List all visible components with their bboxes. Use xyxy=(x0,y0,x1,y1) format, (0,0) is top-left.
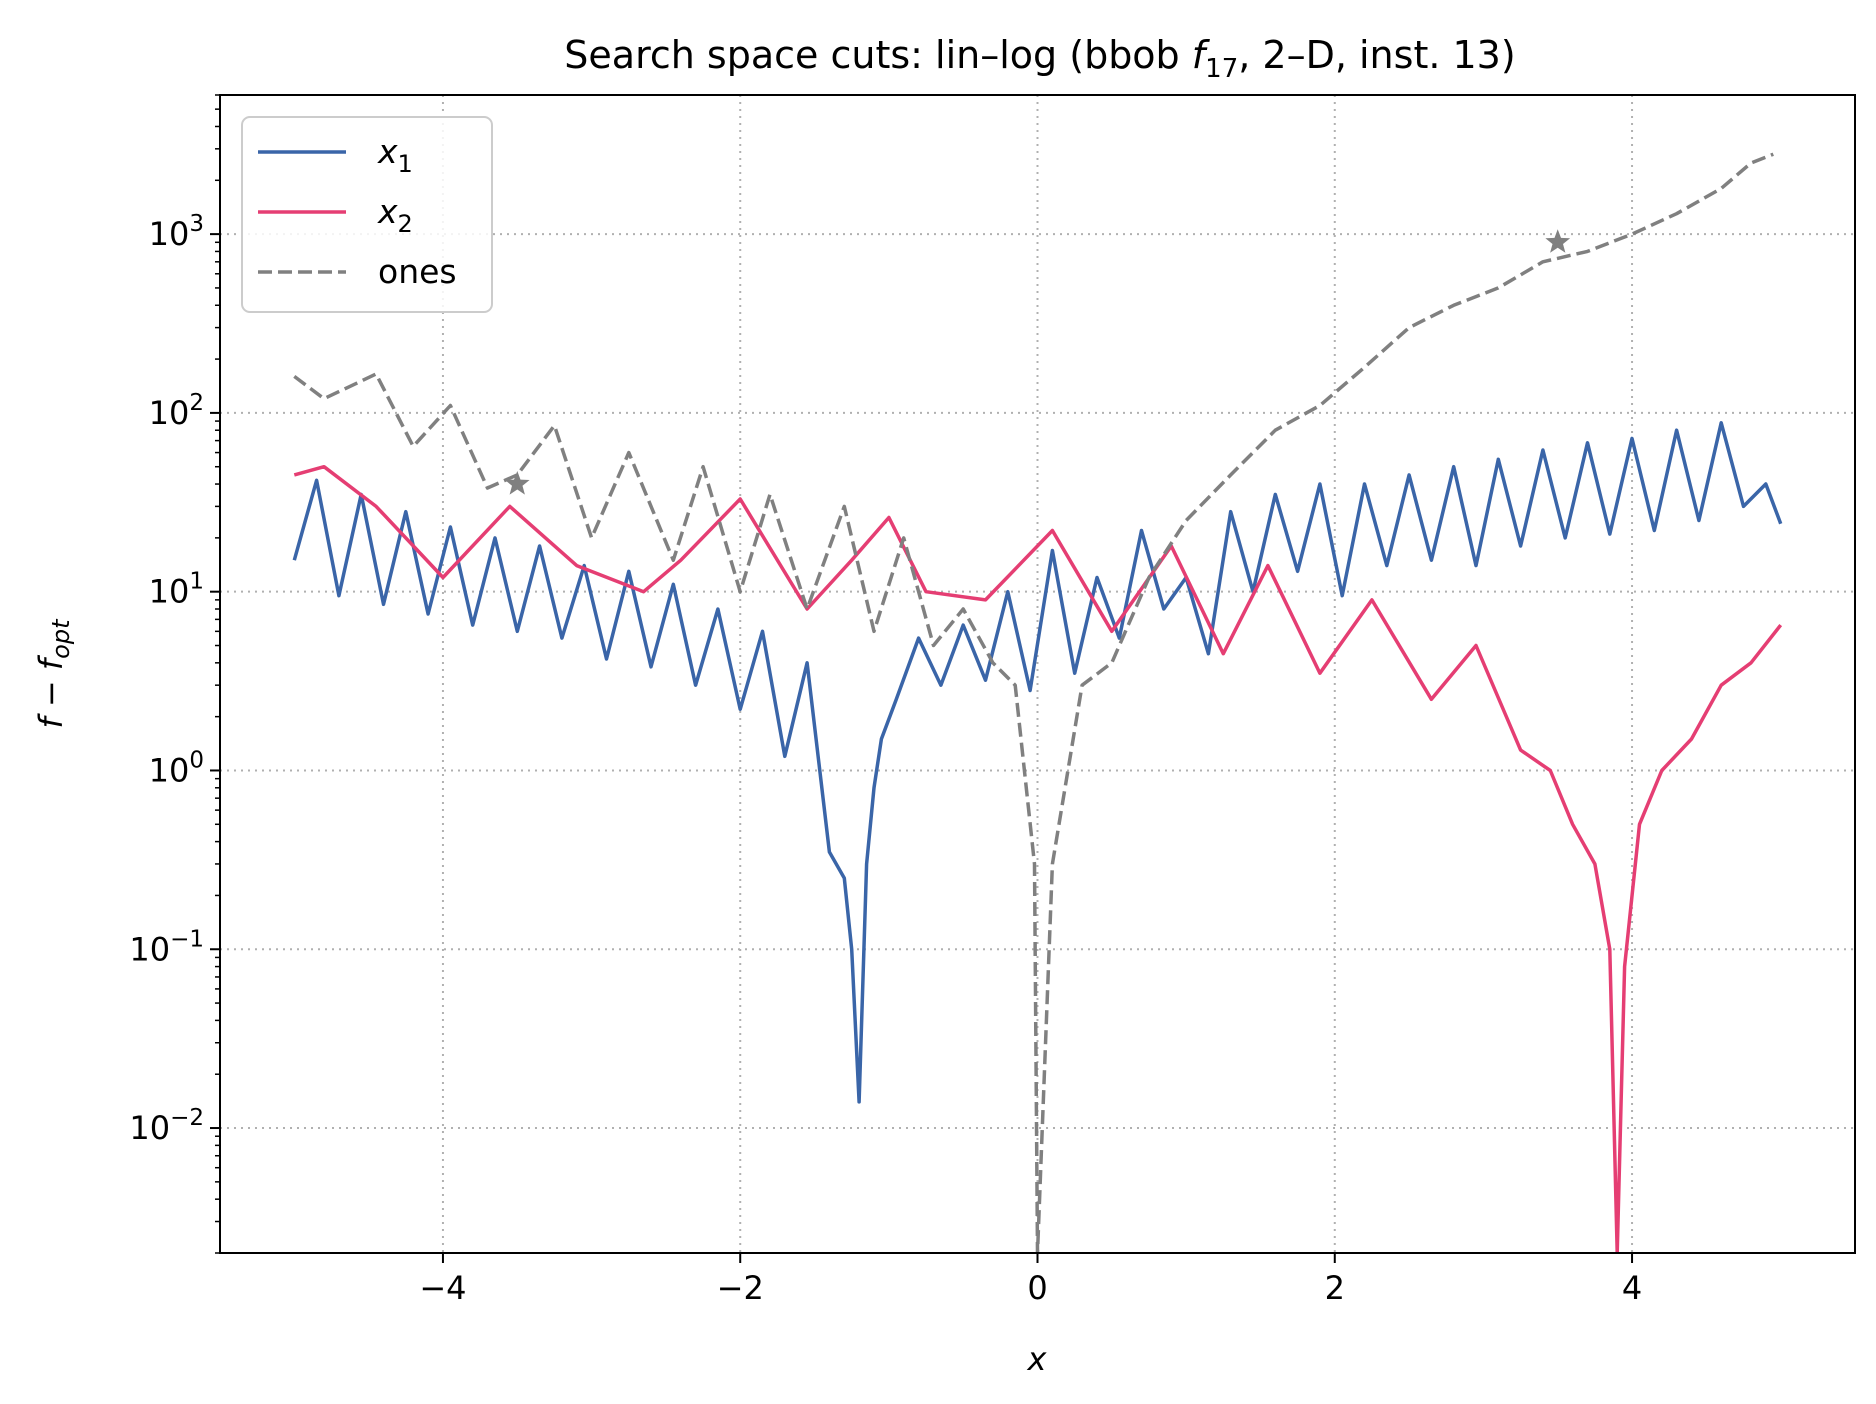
series-line-x2 xyxy=(293,464,1783,1253)
y-tick-exponent: 3 xyxy=(189,211,204,237)
legend-label-sub: 1 xyxy=(398,150,413,178)
y-tick-exponent: −2 xyxy=(170,1105,204,1131)
title-main: Search space cuts: lin–log (bbob xyxy=(564,33,1191,77)
x-tick-label: −4 xyxy=(419,1269,466,1307)
y-tick-exponent: 2 xyxy=(189,390,204,416)
y-tick-base: 10 xyxy=(149,751,190,789)
legend-label-sub: 2 xyxy=(398,210,413,238)
star-marker xyxy=(1545,229,1571,253)
y-tick-label: 10−1 xyxy=(129,926,204,968)
legend-label-base: x xyxy=(377,132,398,171)
title-rest: , 2–D, inst. 13) xyxy=(1238,33,1515,77)
y-tick-exponent: 0 xyxy=(189,747,204,773)
x-tick-label: 0 xyxy=(1027,1269,1047,1307)
y-tick-label: 100 xyxy=(149,747,204,789)
legend-label-base: x xyxy=(377,192,398,231)
series-line-x1 xyxy=(292,421,1783,1104)
star-marker xyxy=(504,471,530,495)
y-tick-base: 10 xyxy=(149,394,190,432)
legend-label: x1 xyxy=(377,132,413,178)
y-tick-base: 10 xyxy=(149,215,190,253)
y-tick-label: 103 xyxy=(149,211,204,253)
x-tick-label: 2 xyxy=(1325,1269,1345,1307)
legend-label-text: ones xyxy=(378,252,457,291)
y-tick-exponent: −1 xyxy=(170,926,204,952)
plot-area xyxy=(292,152,1783,1253)
chart-title: Search space cuts: lin–log (bbob f17, 2–… xyxy=(564,33,1515,84)
series-line-ones xyxy=(293,152,1774,1253)
y-tick-base: 10 xyxy=(149,573,190,611)
x-tick-label: −2 xyxy=(717,1269,764,1307)
x-tick-label: 4 xyxy=(1622,1269,1642,1307)
legend-label: x2 xyxy=(377,192,413,238)
y-tick-base: 10 xyxy=(129,930,170,968)
title-sub: 17 xyxy=(1205,54,1238,84)
legend-box xyxy=(241,116,493,313)
legend-label: ones xyxy=(378,252,457,291)
y-tick-label: 101 xyxy=(149,569,204,611)
y-tick-label: 102 xyxy=(149,390,204,432)
y-label-sub: opt xyxy=(47,618,75,659)
x-axis-label: x xyxy=(1027,1340,1048,1378)
y-tick-base: 10 xyxy=(129,1109,170,1147)
y-tick-exponent: 1 xyxy=(189,569,204,595)
y-tick-label: 10−2 xyxy=(129,1105,204,1147)
y-label-base: f − f xyxy=(32,654,70,728)
y-axis-label: f − fopt xyxy=(32,618,75,729)
